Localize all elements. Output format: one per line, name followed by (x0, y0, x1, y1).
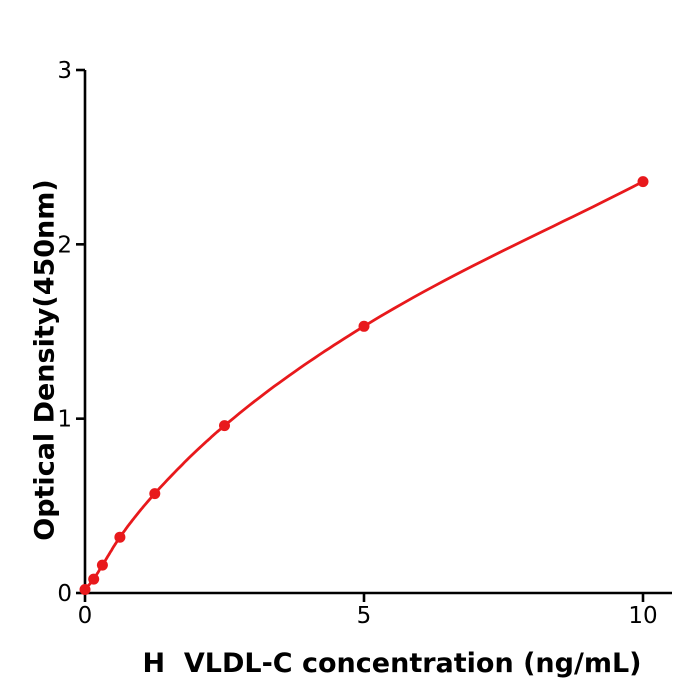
data-point (149, 488, 161, 500)
data-point (219, 420, 230, 432)
data-point (637, 176, 649, 188)
data-point (358, 320, 370, 332)
tick-labels: 0 5 10 0 1 2 3 (57, 58, 657, 629)
data-point (114, 531, 126, 543)
y-axis-title: Optical Density(450nm) (29, 179, 61, 541)
standard-curve-line (83, 180, 645, 591)
y-tick-label: 3 (57, 58, 72, 84)
tick-marks (76, 68, 645, 602)
data-series (79, 176, 649, 595)
x-tick-label: 5 (357, 603, 372, 629)
data-point (96, 559, 108, 571)
data-point (79, 584, 91, 595)
x-tick-label: 0 (78, 603, 93, 629)
y-tick-label: 0 (57, 581, 72, 607)
axes (83, 70, 672, 595)
y-tick-label: 2 (57, 232, 72, 258)
data-point (88, 573, 100, 585)
x-axis-title: H VLDL-C concentration (ng/mL) (142, 648, 642, 679)
y-tick-label: 1 (57, 407, 72, 433)
x-tick-label: 10 (628, 603, 657, 629)
